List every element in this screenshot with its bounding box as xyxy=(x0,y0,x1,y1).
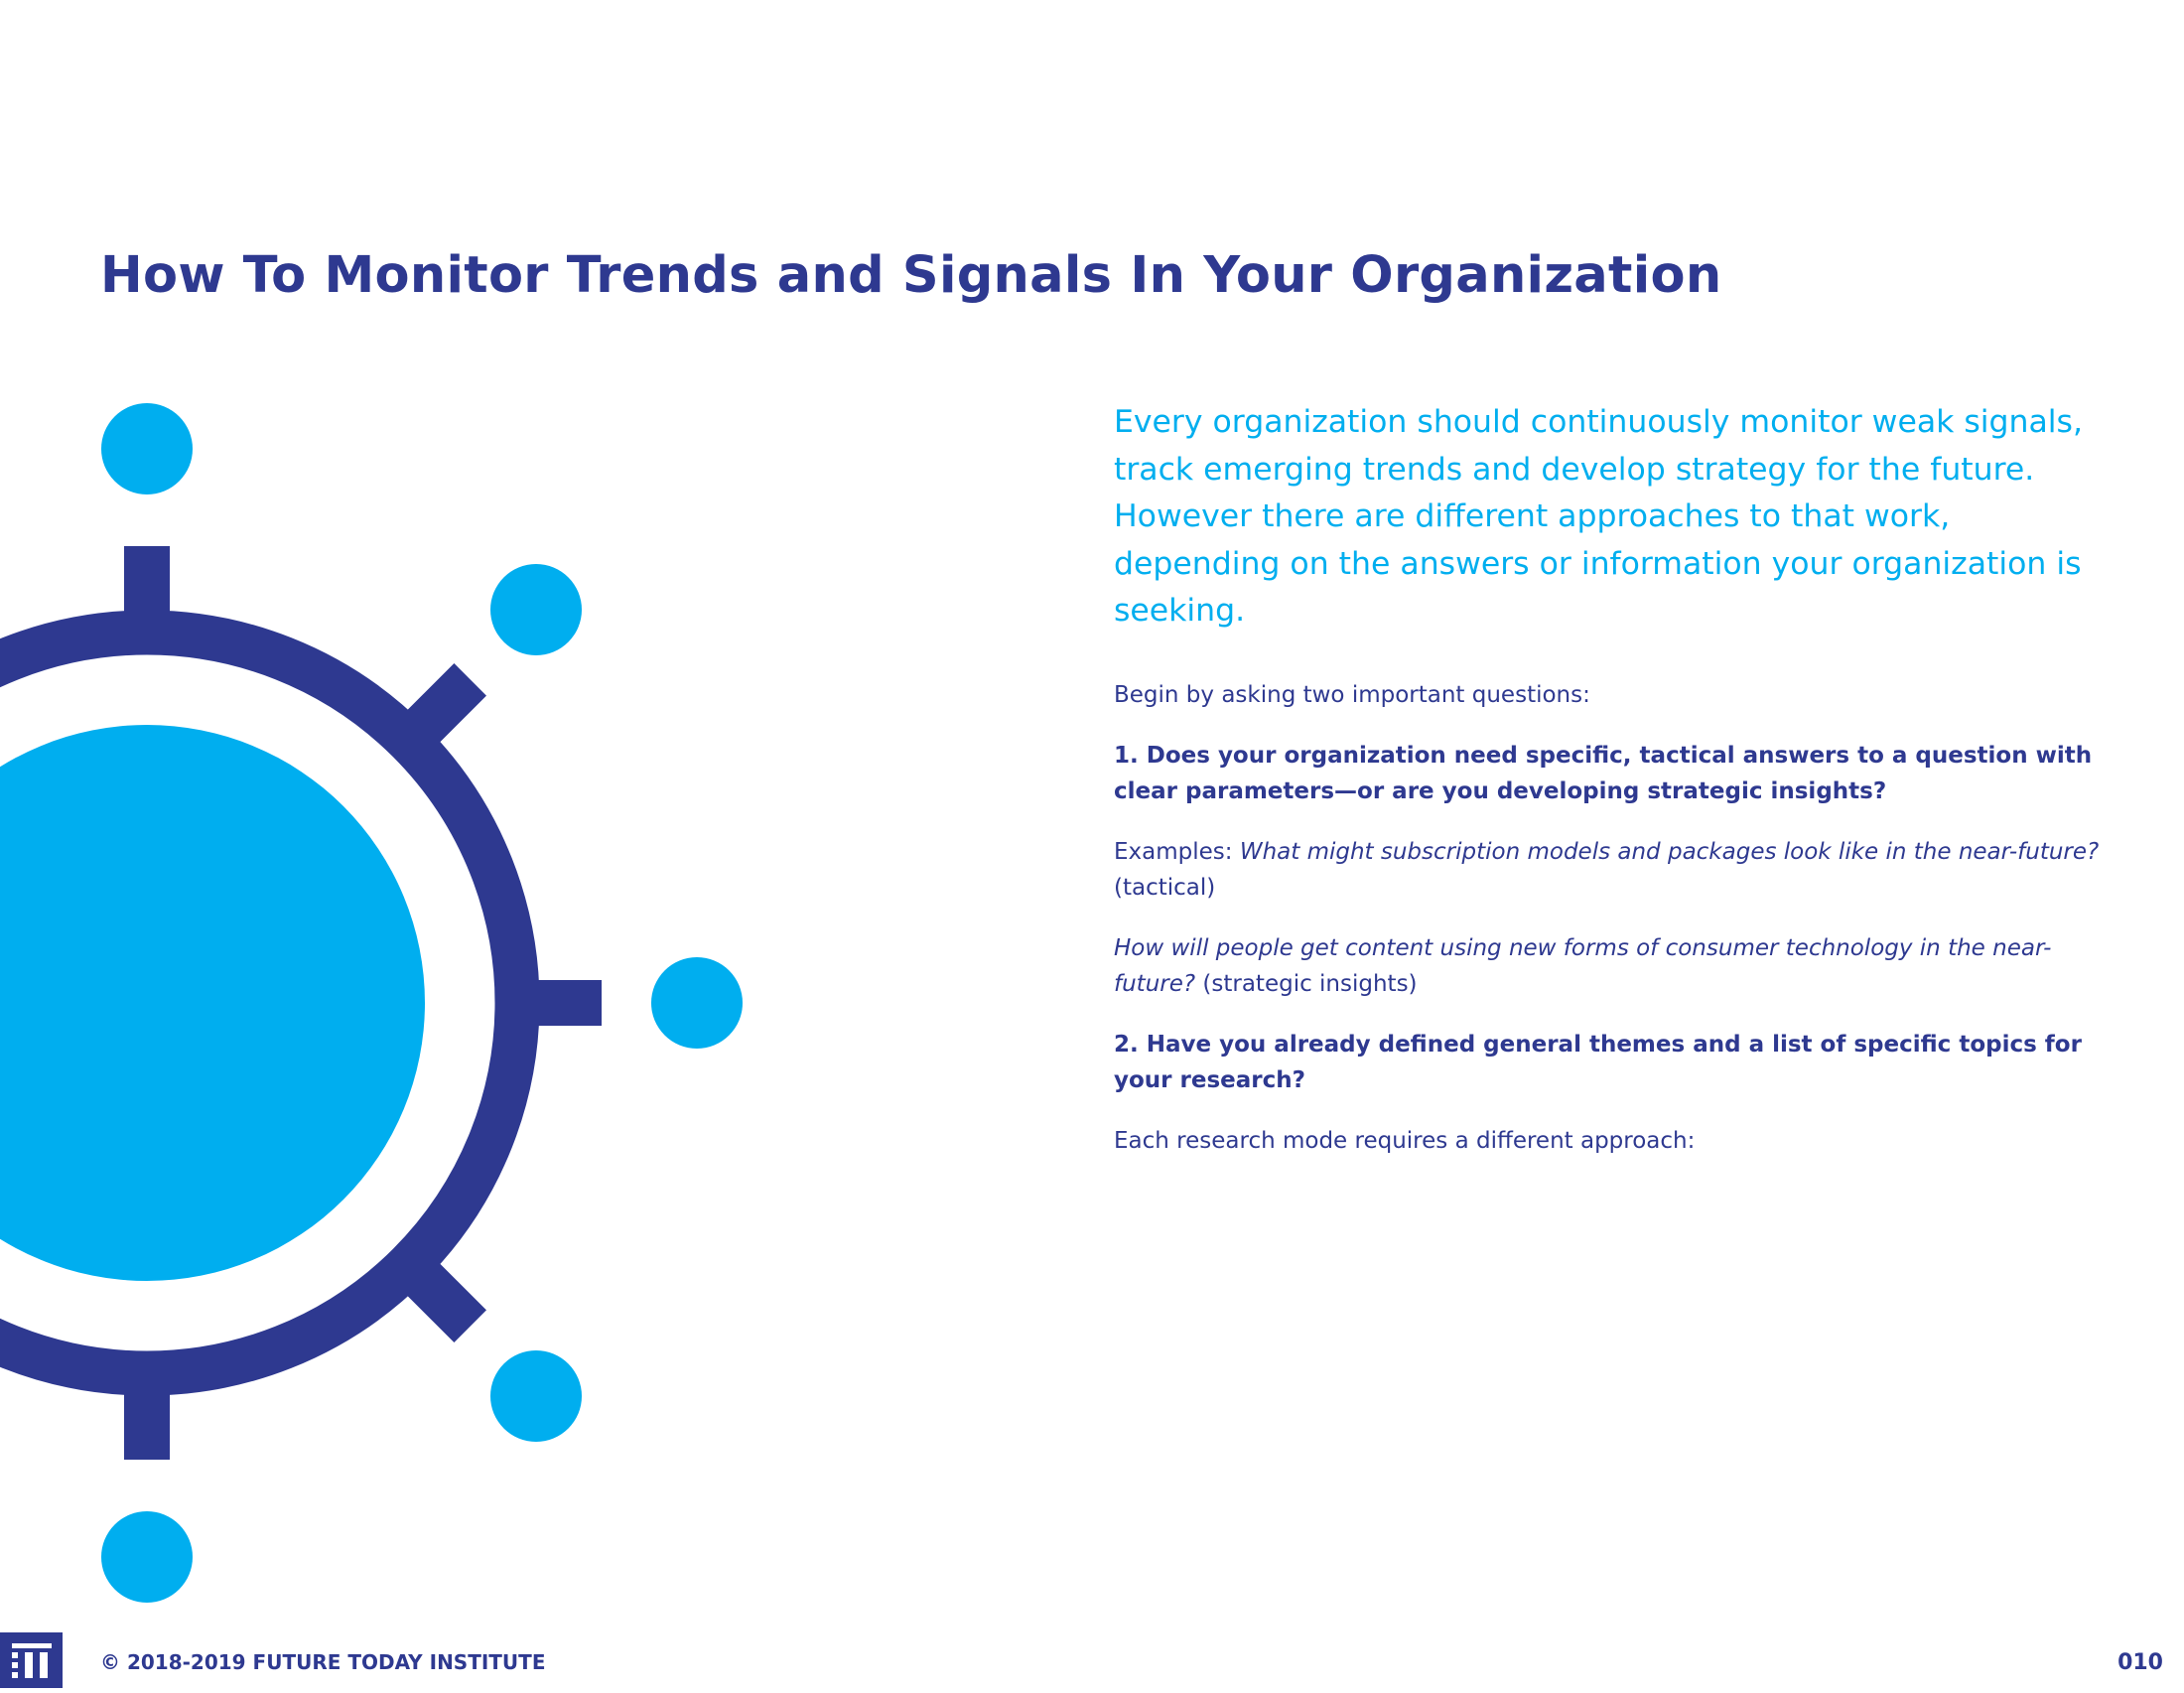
page-title: How To Monitor Trends and Signals In You… xyxy=(100,246,1722,305)
example-one-suffix: (tactical) xyxy=(1114,874,1216,901)
example-two-question: How will people get content using new fo… xyxy=(1114,934,2052,997)
center-circle-graphic xyxy=(0,725,425,1281)
footer-copyright: © 2018-2019 FUTURE TODAY INSTITUTE xyxy=(100,1650,546,1674)
ring-spokes-graphic xyxy=(124,546,602,1460)
trend-signal-illustration xyxy=(0,403,743,1603)
question-two: 2. Have you already defined general them… xyxy=(1114,1031,2082,1093)
example-one-prefix: Examples: xyxy=(1114,838,1240,865)
outer-ring-graphic xyxy=(0,610,540,1396)
lead-paragraph: Every organization should continuously m… xyxy=(1114,404,2083,629)
example-two-paragraph: How will people get content using new fo… xyxy=(1114,930,2107,1002)
example-one-question: What might subscription models and packa… xyxy=(1239,838,2100,865)
page-number: 010 xyxy=(2117,1650,2163,1675)
question-one: 1. Does your organization need specific,… xyxy=(1114,742,2093,804)
closing-paragraph: Each research mode requires a different … xyxy=(1114,1127,1696,1154)
intro-text-column: Every organization should continuously m… xyxy=(1114,399,2107,1184)
satellite-dots-graphic xyxy=(101,403,743,1603)
example-two-suffix: (strategic insights) xyxy=(1195,970,1418,997)
example-one-paragraph: Examples: What might subscription models… xyxy=(1114,834,2107,906)
begin-paragraph: Begin by asking two important questions: xyxy=(1114,681,1590,708)
fti-logo-icon xyxy=(0,1632,63,1688)
